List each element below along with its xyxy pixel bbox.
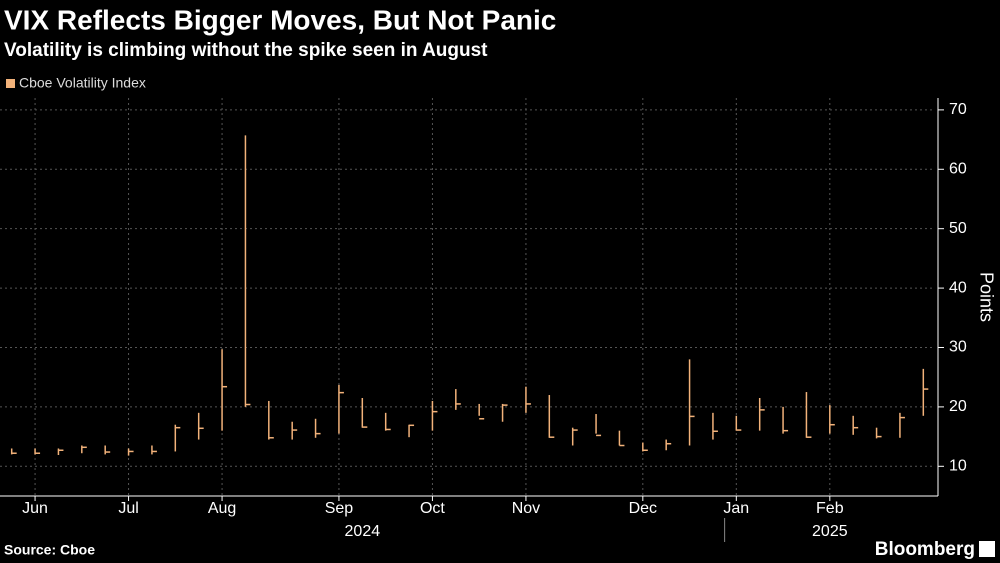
x-tick-label: Oct: [420, 500, 445, 517]
y-tick-label: 20: [949, 398, 967, 415]
y-tick-label: 30: [949, 339, 967, 356]
y-tick-label: 10: [949, 458, 967, 475]
year-label: 2025: [812, 523, 848, 540]
y-axis-label: Points: [976, 272, 996, 322]
y-tick-label: 60: [949, 161, 967, 178]
x-tick-label: Feb: [816, 500, 844, 517]
legend-label: Cboe Volatility Index: [19, 75, 146, 91]
y-tick-label: 40: [949, 279, 967, 296]
y-tick-label: 70: [949, 101, 967, 118]
x-tick-label: Aug: [208, 500, 236, 517]
x-tick-label: Jun: [22, 500, 48, 517]
x-tick-label: Nov: [512, 500, 540, 517]
chart-title: VIX Reflects Bigger Moves, But Not Panic: [4, 4, 556, 35]
y-tick-label: 50: [949, 220, 967, 237]
source: Source: Cboe: [4, 542, 95, 558]
legend-swatch: [6, 79, 15, 88]
x-tick-label: Dec: [629, 500, 657, 517]
brand-icon: [979, 541, 995, 557]
x-tick-label: Sep: [325, 500, 354, 517]
year-label: 2024: [345, 523, 381, 540]
x-tick-label: Jan: [723, 500, 749, 517]
brand: Bloomberg: [875, 539, 975, 560]
chart-subtitle: Volatility is climbing without the spike…: [4, 40, 488, 61]
x-tick-label: Jul: [118, 500, 138, 517]
